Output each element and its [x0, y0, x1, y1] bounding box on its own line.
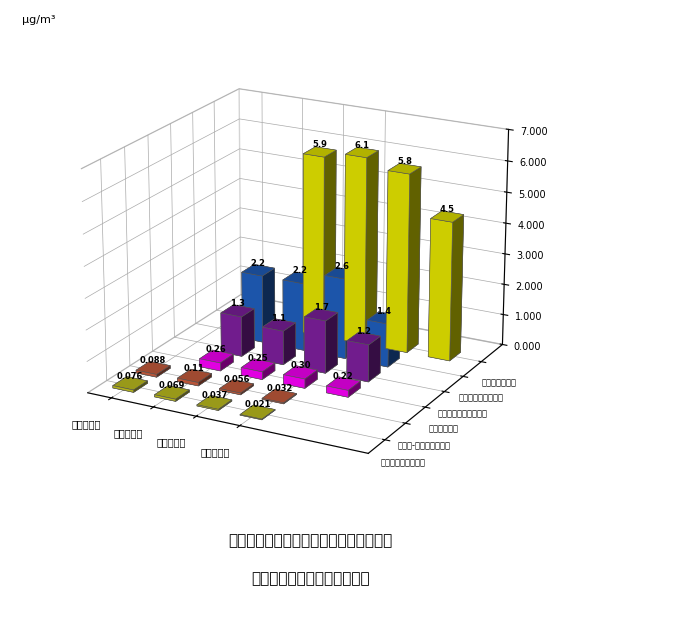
Text: μg/m³: μg/m³: [23, 15, 56, 25]
Text: （揮発性有機塩素系化合物）: （揮発性有機塩素系化合物）: [251, 571, 370, 586]
Text: 平成１２年度有害大気汚染物質年平均値: 平成１２年度有害大気汚染物質年平均値: [228, 534, 393, 549]
